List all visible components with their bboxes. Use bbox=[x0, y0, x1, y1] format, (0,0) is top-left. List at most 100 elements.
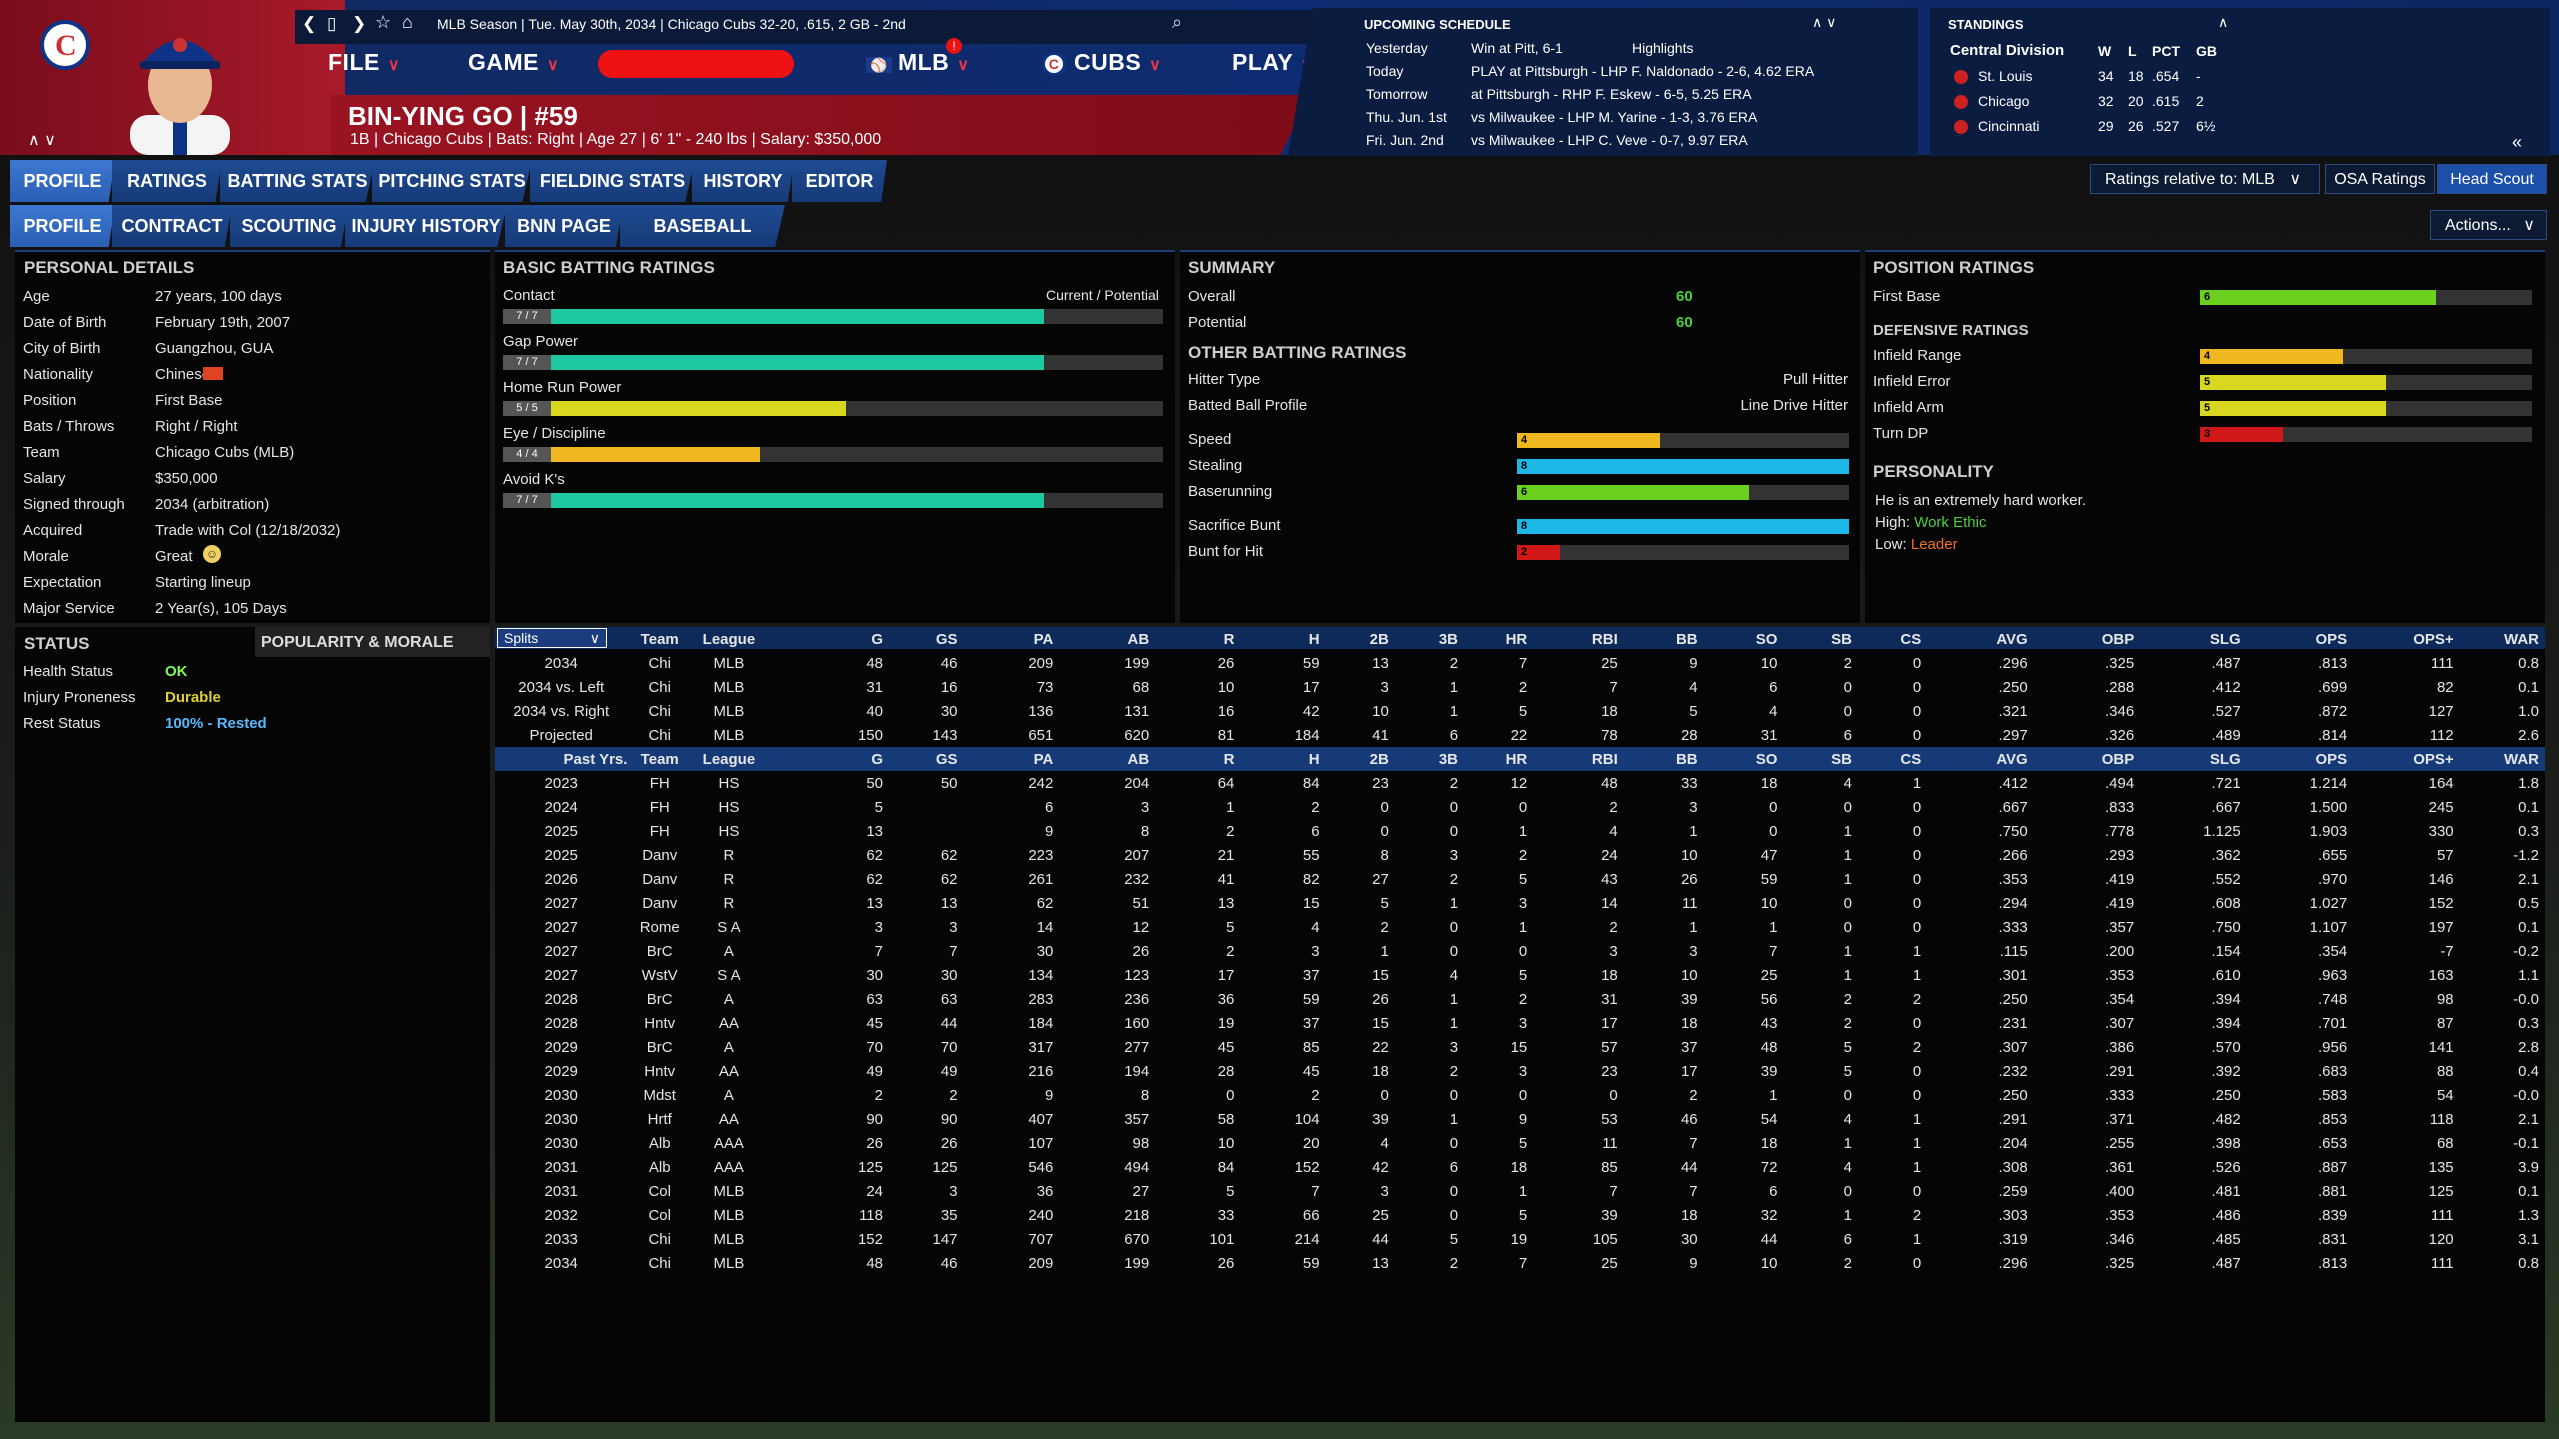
stats-col-header[interactable]: GS bbox=[935, 750, 958, 768]
stats-cell: 0 bbox=[1380, 822, 1389, 840]
popularity-morale-tab[interactable]: POPULARITY & MORALE bbox=[255, 627, 490, 657]
stats-cell: 22 bbox=[1510, 726, 1528, 744]
stats-cell: 6 bbox=[1769, 678, 1778, 696]
player-nav-arrows[interactable]: ∧ ∨ bbox=[28, 132, 56, 149]
stats-col-header[interactable]: League bbox=[702, 750, 756, 768]
stats-col-header[interactable]: Team bbox=[640, 630, 679, 648]
stats-col-header[interactable]: OPS+ bbox=[2413, 750, 2454, 768]
stats-cell: 18 bbox=[1601, 966, 1618, 984]
ratings-relative-select[interactable]: Ratings relative to: MLB ∨ bbox=[2090, 164, 2320, 194]
stats-col-header[interactable]: OPS bbox=[2315, 750, 2348, 768]
schedule-game[interactable]: at Pittsburgh - RHP F. Eskew - 6-5, 5.25… bbox=[1471, 86, 1752, 102]
stats-col-header[interactable]: WAR bbox=[2504, 630, 2539, 648]
menu-mlb[interactable]: ⚾ MLB ∨ bbox=[866, 49, 969, 76]
stats-col-header[interactable]: SO bbox=[1755, 750, 1778, 768]
actions-menu[interactable]: Actions... ∨ bbox=[2430, 210, 2547, 240]
tab-editor[interactable]: EDITOR bbox=[792, 160, 887, 202]
stats-col-header[interactable]: Team bbox=[640, 750, 679, 768]
stats-col-header[interactable]: R bbox=[1223, 630, 1235, 648]
standings-scroll-up-icon[interactable]: ∧ bbox=[2218, 14, 2229, 30]
subtab-contract[interactable]: CONTRACT bbox=[112, 205, 232, 247]
standings-team[interactable]: Chicago bbox=[1978, 93, 2030, 109]
stats-col-header[interactable]: SO bbox=[1755, 630, 1778, 648]
stats-col-header[interactable]: RBI bbox=[1591, 750, 1618, 768]
highlights-link[interactable]: Highlights bbox=[1632, 40, 1694, 56]
stats-col-header[interactable]: HR bbox=[1505, 750, 1528, 768]
stats-col-header[interactable]: BB bbox=[1675, 630, 1698, 648]
menu-cubs[interactable]: C CUBS ∨ bbox=[1042, 49, 1161, 76]
stats-cell: 232 bbox=[1124, 870, 1150, 888]
schedule-game[interactable]: Win at Pitt, 6-1 bbox=[1471, 40, 1563, 56]
menu-game[interactable]: GAME ∨ bbox=[468, 49, 560, 75]
subtab-bnn-page[interactable]: BNN PAGE bbox=[505, 205, 623, 247]
schedule-game[interactable]: vs Milwaukee - LHP C. Veve - 0-7, 9.97 E… bbox=[1471, 132, 1748, 148]
status-tab[interactable]: STATUS bbox=[15, 627, 255, 657]
stats-col-header[interactable]: AVG bbox=[1996, 750, 2028, 768]
stats-col-header[interactable]: SLG bbox=[2209, 630, 2241, 648]
tab-profile[interactable]: PROFILE bbox=[10, 160, 115, 202]
menu-file[interactable]: FILE ∨ bbox=[328, 49, 401, 75]
search-icon[interactable]: ⌕ bbox=[1172, 12, 1183, 32]
nav-forward-icon[interactable]: ❯ bbox=[352, 14, 367, 33]
stats-col-header[interactable]: OBP bbox=[2101, 750, 2135, 768]
stats-col-header[interactable]: CS bbox=[1900, 630, 1922, 648]
stats-col-header[interactable]: GS bbox=[935, 630, 958, 648]
schedule-scroll-arrows[interactable]: ∧ ∨ bbox=[1812, 14, 1837, 30]
bookmark-icon[interactable]: ▯ bbox=[327, 14, 337, 33]
stats-col-header[interactable]: H bbox=[1308, 750, 1320, 768]
stats-col-header[interactable]: OBP bbox=[2101, 630, 2135, 648]
stats-col-header[interactable]: BB bbox=[1675, 750, 1698, 768]
osa-ratings-button[interactable]: OSA Ratings bbox=[2325, 164, 2435, 194]
cubs-logo-icon[interactable] bbox=[40, 20, 90, 70]
stats-cell: 7 bbox=[1689, 1134, 1698, 1152]
subtab-baseball-cards[interactable]: BASEBALL CARDS bbox=[620, 205, 785, 247]
stats-cell: 9 bbox=[1045, 822, 1054, 840]
tab-pitching-stats[interactable]: PITCHING STATS bbox=[372, 160, 532, 202]
stats-col-header[interactable]: SLG bbox=[2209, 750, 2241, 768]
schedule-game[interactable]: vs Milwaukee - LHP M. Yarine - 1-3, 3.76… bbox=[1471, 109, 1758, 125]
tab-fielding-stats[interactable]: FIELDING STATS bbox=[530, 160, 695, 202]
head-scout-button[interactable]: Head Scout bbox=[2437, 164, 2547, 194]
subtab-scouting[interactable]: SCOUTING bbox=[230, 205, 348, 247]
stats-col-header[interactable]: OPS bbox=[2315, 630, 2348, 648]
stats-col-header[interactable]: R bbox=[1223, 750, 1235, 768]
stats-col-header[interactable]: SB bbox=[1831, 630, 1853, 648]
subtab-injury-history[interactable]: INJURY HISTORY bbox=[345, 205, 507, 247]
menu-play[interactable]: PLAY∨ bbox=[1232, 49, 1313, 75]
stats-col-header[interactable]: AB bbox=[1127, 750, 1150, 768]
splits-select[interactable]: Splits ∨ bbox=[497, 628, 607, 648]
tab-ratings[interactable]: RATINGS bbox=[112, 160, 222, 202]
stats-col-header[interactable]: PA bbox=[1033, 750, 1054, 768]
stats-col-header[interactable]: CS bbox=[1900, 750, 1922, 768]
tab-history[interactable]: HISTORY bbox=[692, 160, 794, 202]
tab-batting-stats[interactable]: BATTING STATS bbox=[220, 160, 375, 202]
home-icon[interactable]: ⌂ bbox=[402, 12, 413, 32]
stats-col-header[interactable]: 3B bbox=[1438, 750, 1459, 768]
stats-col-header[interactable]: PA bbox=[1033, 630, 1054, 648]
stats-cell: 2.8 bbox=[2518, 1038, 2539, 1056]
stats-col-header[interactable]: G bbox=[871, 630, 883, 648]
stats-col-header[interactable]: 2B bbox=[1369, 630, 1389, 648]
stats-col-header[interactable]: AVG bbox=[1996, 630, 2028, 648]
stats-col-header[interactable]: H bbox=[1308, 630, 1320, 648]
personal-value[interactable]: Chicago Cubs (MLB) bbox=[155, 444, 295, 461]
personal-value[interactable]: Trade with Col (12/18/2032) bbox=[155, 522, 341, 539]
stats-col-header[interactable]: OPS+ bbox=[2413, 630, 2454, 648]
stats-col-header[interactable]: 2B bbox=[1369, 750, 1389, 768]
standings-team[interactable]: St. Louis bbox=[1978, 68, 2033, 84]
stats-col-header[interactable]: HR bbox=[1505, 630, 1528, 648]
stats-col-header[interactable]: League bbox=[702, 630, 756, 648]
stats-col-header[interactable]: AB bbox=[1127, 630, 1150, 648]
schedule-game[interactable]: PLAY at Pittsburgh - LHP F. Naldonado - … bbox=[1471, 63, 1815, 79]
nav-back-icon[interactable]: ❮ bbox=[302, 14, 317, 33]
stats-cell: 5 bbox=[1449, 1230, 1459, 1248]
subtab-profile[interactable]: PROFILE bbox=[10, 205, 115, 247]
stats-col-header[interactable]: 3B bbox=[1438, 630, 1459, 648]
standings-team[interactable]: Cincinnati bbox=[1978, 118, 2040, 134]
star-icon[interactable]: ☆ bbox=[375, 12, 392, 32]
stats-col-header[interactable]: WAR bbox=[2504, 750, 2539, 768]
stats-col-header[interactable]: G bbox=[871, 750, 883, 768]
stats-col-header[interactable]: SB bbox=[1831, 750, 1853, 768]
collapse-icon[interactable]: « bbox=[2512, 132, 2523, 152]
stats-col-header[interactable]: RBI bbox=[1591, 630, 1618, 648]
